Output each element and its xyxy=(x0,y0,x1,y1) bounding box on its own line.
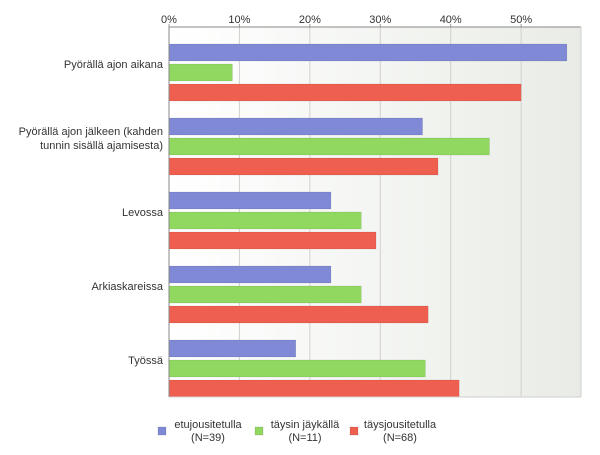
category-label: Levossa xyxy=(122,207,164,219)
legend-label: etujousitetulla xyxy=(174,419,242,431)
bar-3[interactable] xyxy=(168,305,429,324)
bar-1[interactable] xyxy=(168,43,568,62)
legend-swatch xyxy=(349,426,359,436)
bar-2[interactable] xyxy=(168,285,362,304)
legend-swatch xyxy=(157,426,167,436)
x-tick-label: 30% xyxy=(369,14,391,26)
legend-label: (N=39) xyxy=(191,432,225,444)
bar-2[interactable] xyxy=(168,63,233,82)
bar-3[interactable] xyxy=(168,231,377,250)
legend-label: (N=68) xyxy=(383,432,417,444)
bar-3[interactable] xyxy=(168,157,439,176)
bar-2[interactable] xyxy=(168,211,362,230)
bar-3[interactable] xyxy=(168,379,460,398)
legend-label: täysin jäykällä xyxy=(271,419,340,431)
x-tick-label: 20% xyxy=(299,14,321,26)
bar-1[interactable] xyxy=(168,339,297,358)
x-tick-label: 50% xyxy=(510,14,532,26)
bar-2[interactable] xyxy=(168,359,426,378)
bar-1[interactable] xyxy=(168,265,332,284)
bar-3[interactable] xyxy=(168,83,522,102)
category-label: Työssä xyxy=(128,355,164,367)
legend-label: täysjousitetulla xyxy=(364,419,437,431)
category-label: Pyörällä ajon jälkeen (kahden xyxy=(19,126,163,138)
x-tick-label: 0% xyxy=(161,14,177,26)
bar-2[interactable] xyxy=(168,137,490,156)
x-tick-label: 40% xyxy=(440,14,462,26)
category-label: Pyörällä ajon aikana xyxy=(64,59,164,71)
legend-label: (N=11) xyxy=(288,432,321,444)
bar-1[interactable] xyxy=(168,191,332,210)
x-tick-label: 10% xyxy=(228,14,250,26)
category-label: Arkiaskareissa xyxy=(91,281,163,293)
category-label: tunnin sisällä ajamisesta) xyxy=(40,140,163,152)
legend-swatch xyxy=(254,426,264,436)
bar-1[interactable] xyxy=(168,117,423,136)
